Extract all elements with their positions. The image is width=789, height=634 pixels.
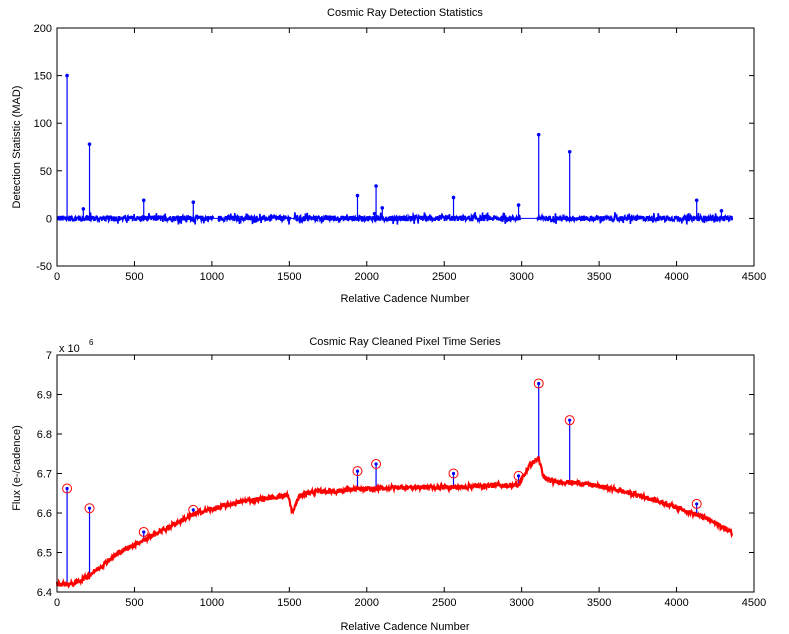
spike-point [372, 211, 377, 216]
baseline-noise-trace [293, 211, 521, 225]
x-tick-label: 2500 [432, 597, 456, 609]
raw-spike-point [537, 381, 541, 386]
baseline-noise-trace [536, 212, 734, 225]
raw-spike-point [355, 469, 360, 473]
spike-point [81, 207, 86, 211]
spike-point [451, 195, 456, 200]
y-tick-label: 7 [46, 350, 52, 362]
raw-spike-point [374, 462, 378, 466]
y-exponent: 6 [89, 338, 94, 347]
plot-frame [56, 354, 755, 593]
raw-spike-point [87, 506, 92, 510]
x-tick-label: 500 [125, 271, 143, 283]
x-tick-label: 3500 [587, 597, 611, 609]
cleaned-time-series-plot: Cosmic Ray Cleaned Pixel Time Series Rel… [11, 336, 766, 633]
y-tick-label: 200 [34, 23, 52, 35]
cosmic-ray-marker [448, 468, 459, 479]
cosmic-ray-marker [513, 470, 524, 481]
axis-ticks: 0 500 1000 1500 2000 2500 3000 3500 4000 4500 6.4 6… [37, 350, 767, 609]
x-tick-label: 500 [125, 597, 143, 609]
spike-point [694, 198, 699, 203]
x-axis-label: Relative Cadence Number [340, 621, 469, 633]
data-series [55, 378, 734, 589]
detection-statistics-plot: Cosmic Ray Detection Statistics Relative… [11, 7, 766, 305]
x-tick-label: 1500 [277, 271, 301, 283]
y-tick-label: 6.7 [37, 469, 52, 481]
x-tick-label: 1500 [277, 597, 301, 609]
spike-point [536, 132, 541, 137]
spike-point [87, 142, 92, 146]
spike-point [719, 208, 724, 213]
raw-spike-point [516, 474, 521, 478]
y-tick-label: 0 [46, 213, 52, 225]
x-tick-label: 4000 [664, 597, 688, 609]
spike-point [380, 206, 385, 210]
raw-spike-point [568, 418, 572, 422]
y-tick-label: 6.9 [37, 390, 52, 402]
x-tick-label: 3000 [509, 271, 533, 283]
spike-point [141, 198, 146, 203]
y-tick-label: 6.6 [37, 508, 52, 520]
plot-title: Cosmic Ray Cleaned Pixel Time Series [309, 336, 501, 348]
y-tick-label: 6.4 [37, 587, 52, 599]
plot-title: Cosmic Ray Detection Statistics [327, 7, 483, 19]
baseline-noise-trace [56, 212, 215, 225]
x-tick-label: 2000 [355, 597, 379, 609]
spike-point [567, 149, 572, 154]
x-axis-label: Relative Cadence Number [340, 293, 469, 305]
y-tick-label: 100 [34, 118, 52, 130]
y-tick-label: 6.8 [37, 429, 52, 441]
x-tick-label: 2000 [355, 271, 379, 283]
y-tick-label: 50 [40, 166, 52, 178]
cosmic-ray-marker [62, 483, 73, 494]
axis-ticks: 0 500 1000 1500 2000 2500 3000 3500 4000 4500-500… [34, 23, 767, 283]
cosmic-ray-marker [691, 498, 702, 509]
x-tick-label: 4500 [742, 597, 766, 609]
cleaned-series-trace [55, 456, 734, 589]
y-tick-label: 150 [34, 71, 52, 83]
baseline-noise-trace [217, 212, 292, 225]
spike-point [516, 203, 521, 207]
x-tick-label: 0 [54, 597, 60, 609]
spike-point [374, 184, 378, 188]
x-tick-label: 1000 [200, 597, 224, 609]
plot-frame [56, 27, 755, 267]
spike-point [355, 193, 360, 198]
spike-point [191, 200, 196, 205]
x-tick-label: 4000 [664, 271, 688, 283]
x-tick-label: 4500 [742, 271, 766, 283]
cosmic-ray-marker [188, 504, 199, 515]
cosmic-ray-marker [84, 503, 95, 514]
x-tick-label: 2500 [432, 271, 456, 283]
x-tick-label: 3500 [587, 271, 611, 283]
y-multiplier: x 10 [59, 343, 80, 355]
raw-spike-point [451, 471, 456, 476]
x-tick-label: 0 [54, 271, 60, 283]
cosmic-ray-marker [533, 378, 544, 389]
x-tick-label: 1000 [200, 271, 224, 283]
raw-spike-point [65, 486, 69, 491]
y-axis-label: Flux (e-/cadence) [11, 425, 23, 511]
cosmic-ray-marker [352, 466, 363, 477]
spike-point [65, 73, 69, 78]
y-tick-label: 6.5 [37, 548, 52, 560]
y-axis-label: Detection Statistic (MAD) [11, 86, 23, 209]
cosmic-ray-marker [138, 526, 149, 537]
raw-spike-point [191, 508, 195, 512]
cosmic-ray-marker [371, 459, 382, 470]
data-series [56, 73, 734, 225]
y-tick-label: -50 [36, 261, 52, 273]
raw-spike-point [695, 502, 699, 506]
raw-spike-point [142, 530, 146, 534]
x-tick-label: 3000 [509, 597, 533, 609]
cosmic-ray-marker [564, 415, 575, 426]
